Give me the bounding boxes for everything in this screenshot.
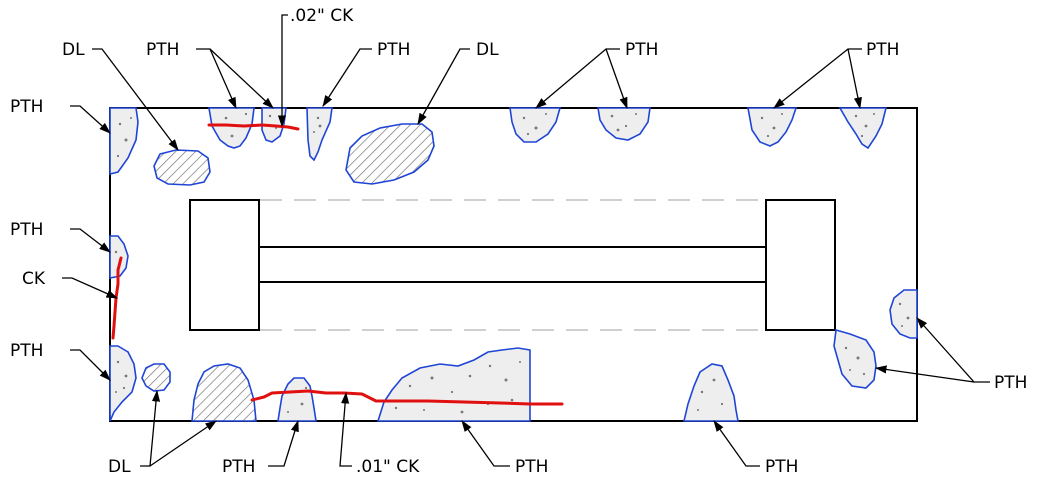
crack-02-top <box>207 123 300 131</box>
pth-area-top-7 <box>838 107 888 150</box>
pth-area-top-left-corner <box>109 107 139 176</box>
dl-area-bottom-left-small <box>141 363 171 392</box>
callout-labels: DL PTH .02" CK PTH DL PTH PTH PTH PTH CK… <box>10 6 1027 477</box>
pth-area-bottom-3 <box>682 363 739 422</box>
label-dl-top-center: DL <box>476 40 499 60</box>
leader-lines <box>62 14 990 467</box>
pth-area-left-middle <box>109 235 129 279</box>
pth-area-left-bottom <box>109 345 137 422</box>
pth-area-bottom-1 <box>277 377 317 422</box>
label-dl-bottom: DL <box>108 457 131 477</box>
label-ck-02: .02" CK <box>290 6 354 26</box>
label-dl-top-left: DL <box>62 40 85 60</box>
label-pth-top-4: PTH <box>866 40 899 60</box>
aggregate-texture <box>114 112 910 414</box>
crack-01-bottom <box>250 389 564 406</box>
label-pth-top-3: PTH <box>625 40 658 60</box>
label-pth-bottom-1: PTH <box>222 457 255 477</box>
label-pth-bottom-2: PTH <box>515 457 548 477</box>
pth-area-top-1 <box>208 107 255 149</box>
label-pth-left-3: PTH <box>10 341 43 361</box>
label-pth-top-1: PTH <box>146 40 179 60</box>
structural-member <box>189 199 836 331</box>
dl-areas <box>141 123 435 422</box>
label-pth-top-2: PTH <box>377 40 410 60</box>
pth-area-bottom-2 <box>376 347 531 422</box>
pth-area-top-4 <box>509 107 562 143</box>
label-pth-right: PTH <box>994 373 1027 393</box>
pth-area-top-5 <box>597 107 651 141</box>
label-ck-left: CK <box>22 269 46 289</box>
pth-area-top-6 <box>747 107 798 147</box>
pth-area-top-3 <box>306 107 333 162</box>
label-pth-left-2: PTH <box>10 220 43 240</box>
label-pth-left-1: PTH <box>10 97 43 117</box>
dl-area-top-left <box>153 149 211 186</box>
pth-area-right-upper <box>889 289 918 339</box>
pth-area-right-lower <box>833 328 877 389</box>
label-pth-bottom-3: PTH <box>765 457 798 477</box>
label-ck-01: .01" CK <box>356 457 420 477</box>
dl-area-top-center <box>345 123 435 185</box>
dl-area-bottom-left-large <box>191 363 257 422</box>
